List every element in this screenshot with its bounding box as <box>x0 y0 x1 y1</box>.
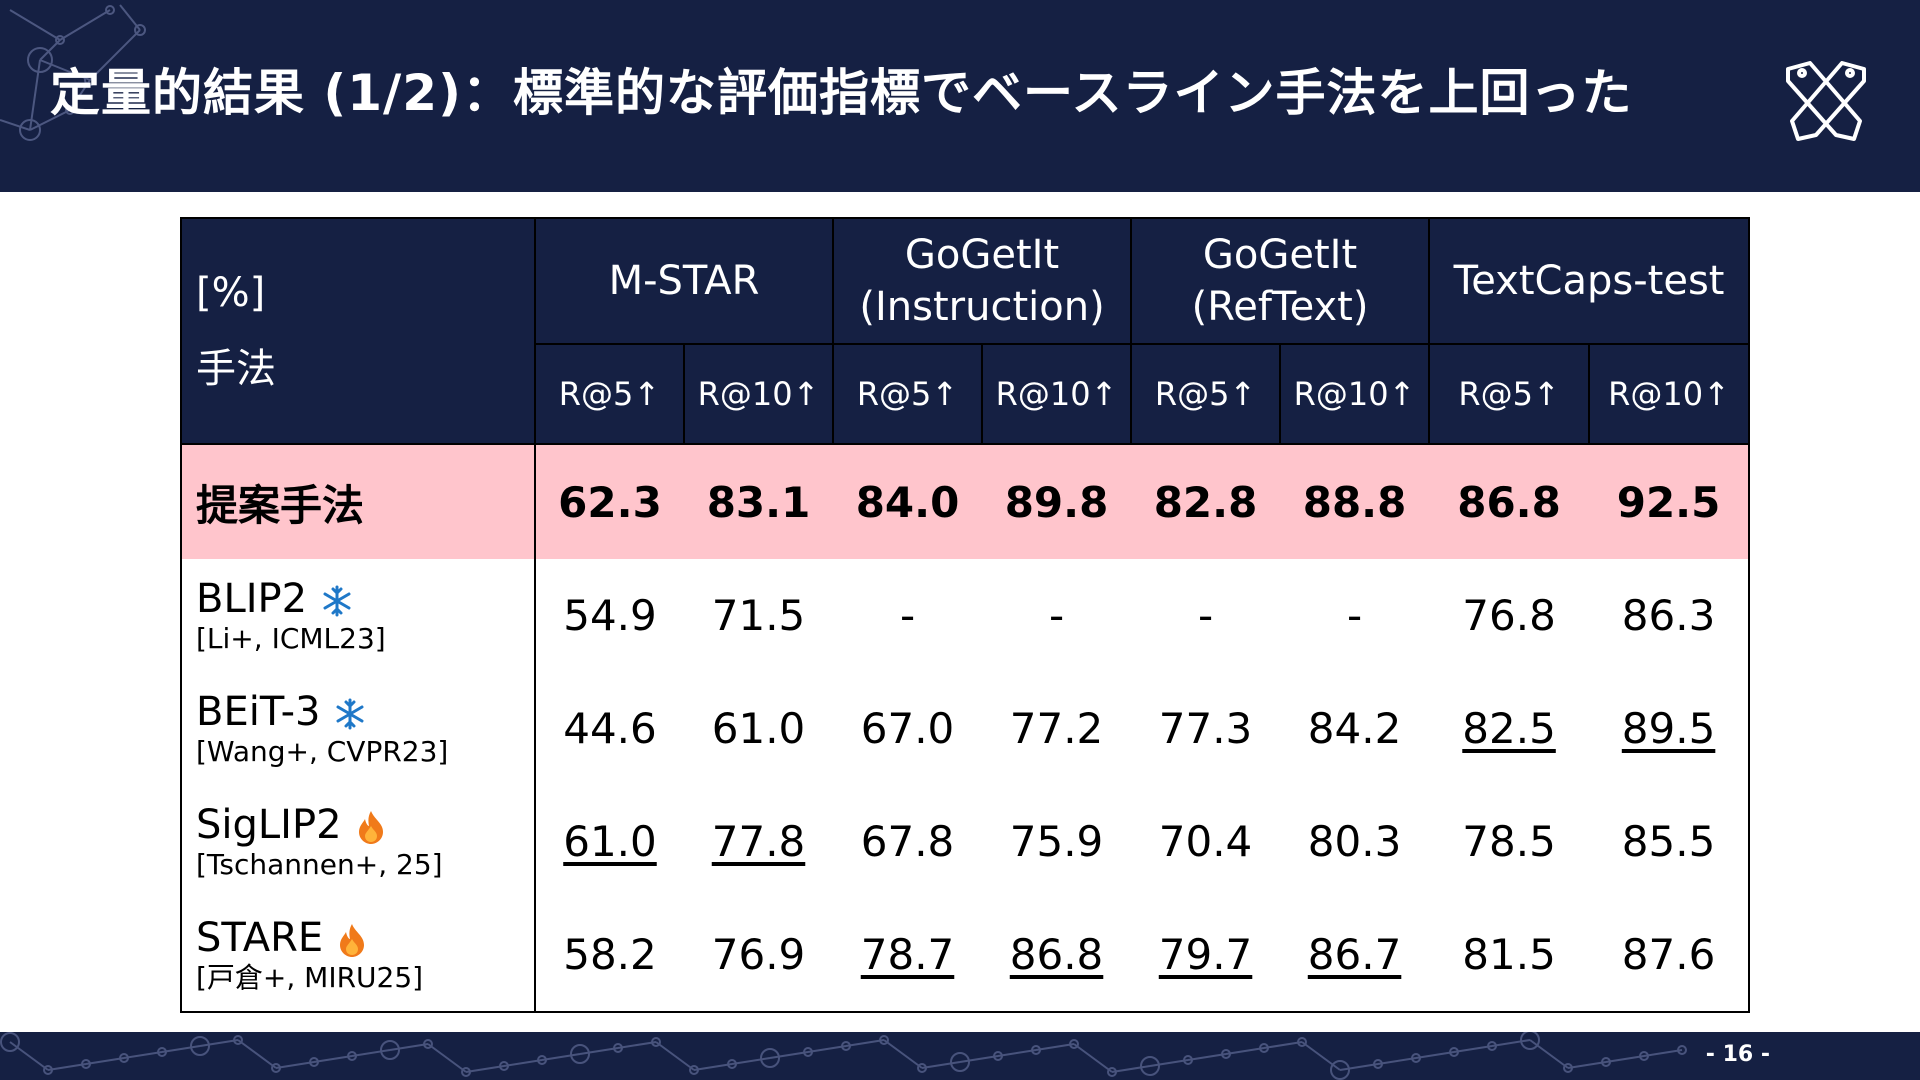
score-cell: 82.5 <box>1462 704 1556 753</box>
method-reference: [戸倉+, MIRU25] <box>196 960 424 994</box>
method-cell: BEiT-3 [Wang+, CVPR23] <box>181 672 536 785</box>
method-name-proposed: 提案手法 <box>181 444 536 559</box>
method-cell: SigLIP2 [Tschannen+, 25] <box>181 785 536 898</box>
score-cell: 89.8 <box>982 444 1132 559</box>
dataset-header-gogetit-reftext: GoGetIt (RefText) <box>1130 217 1431 345</box>
metric-header: R@10↑ <box>981 343 1133 445</box>
score-cell: 86.8 <box>1429 444 1590 559</box>
score-cell: 77.3 <box>1158 704 1253 753</box>
crossed-tools-logo-icon <box>1786 61 1866 141</box>
score-cell: 76.8 <box>1462 591 1556 640</box>
score-cell: 62.3 <box>535 444 684 559</box>
score-cell: 86.3 <box>1621 591 1716 640</box>
method-name: BEiT-3 <box>196 688 321 735</box>
network-decoration <box>0 1032 1687 1080</box>
unit-label: [%] <box>196 270 266 316</box>
metric-header: R@10↑ <box>682 343 835 445</box>
score-cell: - <box>1048 591 1065 640</box>
network-decoration <box>0 4 146 141</box>
score-cell: 78.5 <box>1462 817 1556 866</box>
score-cell: 67.8 <box>860 817 955 866</box>
score-cell: 61.0 <box>711 704 806 753</box>
method-reference: [Tschannen+, 25] <box>196 847 443 881</box>
method-cell: STARE [戸倉+, MIRU25] <box>181 898 536 1012</box>
table-row-siglip2: SigLIP2 [Tschannen+, 25] 61.0 77.8 67.8 … <box>181 785 1749 898</box>
score-cell: 71.5 <box>711 591 806 640</box>
dataset-header-gogetit-instruction: GoGetIt (Instruction) <box>832 217 1133 345</box>
method-name: STARE <box>196 914 324 961</box>
score-cell: 82.8 <box>1131 444 1281 559</box>
score-cell: - <box>899 591 916 640</box>
table-row-stare: STARE [戸倉+, MIRU25] 58.2 76.9 78.7 86.8 … <box>181 898 1749 1012</box>
metric-header: R@5↑ <box>534 343 685 445</box>
metric-header: R@10↑ <box>1588 343 1751 445</box>
metric-header: R@5↑ <box>832 343 984 445</box>
metric-header: R@10↑ <box>1279 343 1431 445</box>
score-cell: 86.7 <box>1307 930 1402 979</box>
results-table: [%] 手法 M-STAR GoGetIt (Instruction) GoGe… <box>180 217 1751 1013</box>
score-cell: 77.2 <box>1009 704 1104 753</box>
score-cell: 75.9 <box>1009 817 1104 866</box>
score-cell: 92.5 <box>1589 444 1750 559</box>
method-cell: BLIP2 [Li+, ICML23] <box>181 559 536 672</box>
slide-footer: - 16 - <box>0 1032 1920 1080</box>
dataset-header-mstar: M-STAR <box>533 217 835 345</box>
score-cell: 44.6 <box>563 704 657 753</box>
score-cell: - <box>1197 591 1214 640</box>
table-row-proposed: 提案手法 62.3 83.1 84.0 89.8 82.8 88.8 86.8 … <box>181 444 1750 559</box>
score-cell: 61.0 <box>563 817 657 866</box>
fire-icon <box>358 810 383 844</box>
method-name: BLIP2 <box>196 575 308 622</box>
score-cell: 77.8 <box>711 817 806 866</box>
metric-header: R@5↑ <box>1428 343 1591 445</box>
score-cell: 85.5 <box>1621 817 1716 866</box>
score-cell: 83.1 <box>684 444 834 559</box>
method-name: SigLIP2 <box>196 801 342 848</box>
score-cell: 78.7 <box>860 930 955 979</box>
fire-icon <box>340 923 365 957</box>
snowflake-icon <box>336 698 364 729</box>
score-cell: 81.5 <box>1462 930 1556 979</box>
score-cell: 76.9 <box>711 930 806 979</box>
corner-header-cell: [%] 手法 <box>180 217 536 445</box>
method-reference: [Wang+, CVPR23] <box>196 734 449 768</box>
score-cell: 80.3 <box>1307 817 1402 866</box>
score-cell: 87.6 <box>1621 930 1716 979</box>
score-cell: 86.8 <box>1009 930 1104 979</box>
method-reference: [Li+, ICML23] <box>196 621 386 655</box>
score-cell: - <box>1346 591 1363 640</box>
score-cell: 67.0 <box>860 704 955 753</box>
slide-title: 定量的結果 (1/2)：標準的な評価指標でベースライン手法を上回った <box>50 64 1633 122</box>
score-cell: 89.5 <box>1621 704 1716 753</box>
score-cell: 84.0 <box>833 444 983 559</box>
page-number: - 16 - <box>1705 1042 1770 1067</box>
dataset-header-textcaps: TextCaps-test <box>1428 217 1751 345</box>
table-row-beit3: BEiT-3 [Wang+, CVPR23] 44.6 61.0 67.0 77… <box>181 672 1749 785</box>
score-cell: 58.2 <box>563 930 657 979</box>
score-cell: 88.8 <box>1280 444 1430 559</box>
metric-header: R@5↑ <box>1130 343 1282 445</box>
score-cell: 79.7 <box>1158 930 1253 979</box>
score-cell: 70.4 <box>1158 817 1253 866</box>
slide-header: 定量的結果 (1/2)：標準的な評価指標でベースライン手法を上回った <box>0 0 1920 192</box>
score-cell: 84.2 <box>1307 704 1402 753</box>
method-column-label: 手法 <box>196 346 276 392</box>
table-row-blip2: BLIP2 [Li+, ICML23] 54.9 71.5 - - - - 76… <box>181 559 1749 672</box>
snowflake-icon <box>323 585 351 616</box>
score-cell: 54.9 <box>563 591 657 640</box>
